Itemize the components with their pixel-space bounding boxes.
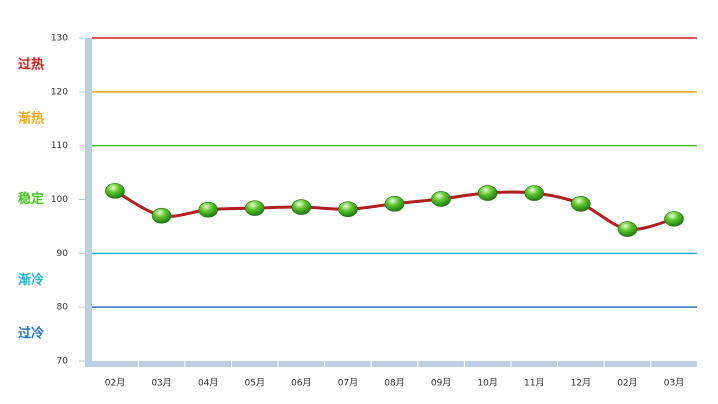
y-tick-label: 120 [51, 87, 68, 97]
zone-label: 渐冷 [18, 272, 44, 288]
x-tick-label: 09月 [431, 378, 451, 389]
x-tick-label: 02月 [105, 378, 125, 389]
point-marker [244, 200, 265, 216]
point-marker [571, 196, 591, 212]
point-marker [664, 211, 684, 227]
y-tick-label: 70 [57, 357, 69, 367]
y-tick-label: 110 [51, 141, 68, 151]
point-marker [338, 201, 358, 217]
zone-label: 稳定 [18, 191, 44, 207]
x-tick-label: 03月 [664, 378, 684, 389]
x-tick-label: 08月 [384, 378, 404, 389]
y-tick-label: 100 [51, 195, 68, 205]
point-marker [105, 183, 125, 199]
point-marker [477, 185, 498, 201]
point-marker [198, 201, 218, 218]
y-tick-label: 90 [57, 249, 69, 259]
x-tick-label: 02月 [617, 378, 637, 389]
point-marker [384, 196, 405, 212]
point-marker [291, 199, 312, 215]
point-marker [617, 221, 638, 237]
y-tick-label: 130 [51, 34, 68, 44]
point-marker [524, 185, 545, 201]
x-tick-label: 07月 [338, 378, 358, 389]
zone-label: 过热 [18, 56, 44, 72]
x-tick-label: 12月 [571, 378, 591, 389]
x-tick-label: 03月 [151, 378, 171, 389]
zone-label: 过冷 [18, 326, 44, 342]
point-marker [151, 207, 172, 224]
x-axis-bar [85, 361, 697, 367]
y-axis-bar [85, 38, 92, 367]
x-tick-label: 05月 [245, 378, 265, 389]
x-tick-label: 04月 [198, 378, 218, 389]
point-marker [431, 191, 451, 207]
y-tick-label: 80 [57, 303, 69, 313]
x-tick-label: 11月 [524, 378, 544, 389]
x-tick-label: 06月 [291, 378, 311, 389]
zone-label: 渐热 [18, 110, 44, 126]
x-tick-label: 10月 [477, 378, 497, 389]
